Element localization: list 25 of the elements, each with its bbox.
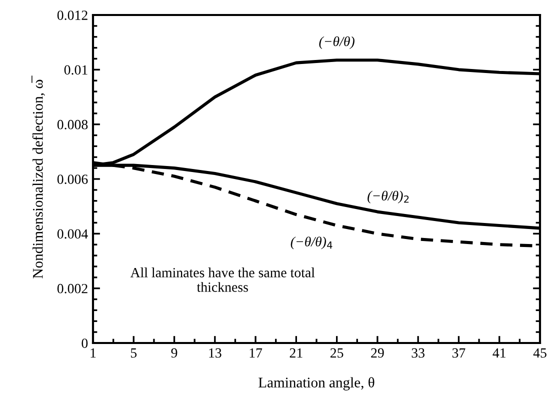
series-label: (−θ/θ)$_{4}$ [290, 236, 332, 250]
series-label: (−θ/θ)$_{2}$ [368, 190, 409, 204]
y-tick-label: 0.008 [57, 120, 88, 130]
series-label: (−θ/θ) [319, 36, 354, 49]
y-tick-label: 0.01 [64, 65, 88, 75]
x-tick-label: 29 [371, 348, 384, 358]
x-tick-label: 41 [492, 348, 506, 358]
x-tick-label: 17 [250, 348, 262, 358]
x-axis-title: Lamination angle, θ [258, 377, 374, 390]
x-tick-label: 1 [90, 348, 96, 358]
x-tick-label: 9 [171, 348, 178, 358]
y-axis-title: Nondimensionalized deflection, ω̅ [32, 76, 45, 278]
x-tick-label: 21 [290, 348, 302, 358]
x-tick-label: 45 [533, 348, 546, 358]
y-tick-label: 0.006 [57, 174, 88, 184]
x-tick-label: 33 [412, 348, 424, 358]
annotation: All laminates have the same total thickness [130, 268, 315, 292]
y-tick-label: 0.012 [57, 10, 88, 20]
y-tick-label: 0 [82, 338, 88, 348]
y-tick-label: 0.002 [57, 284, 88, 294]
x-tick-label: 37 [452, 348, 466, 358]
y-tick-label: 0.004 [57, 229, 88, 239]
x-tick-label: 25 [330, 348, 344, 358]
x-tick-label: 13 [209, 348, 222, 358]
x-tick-label: 5 [130, 348, 137, 358]
